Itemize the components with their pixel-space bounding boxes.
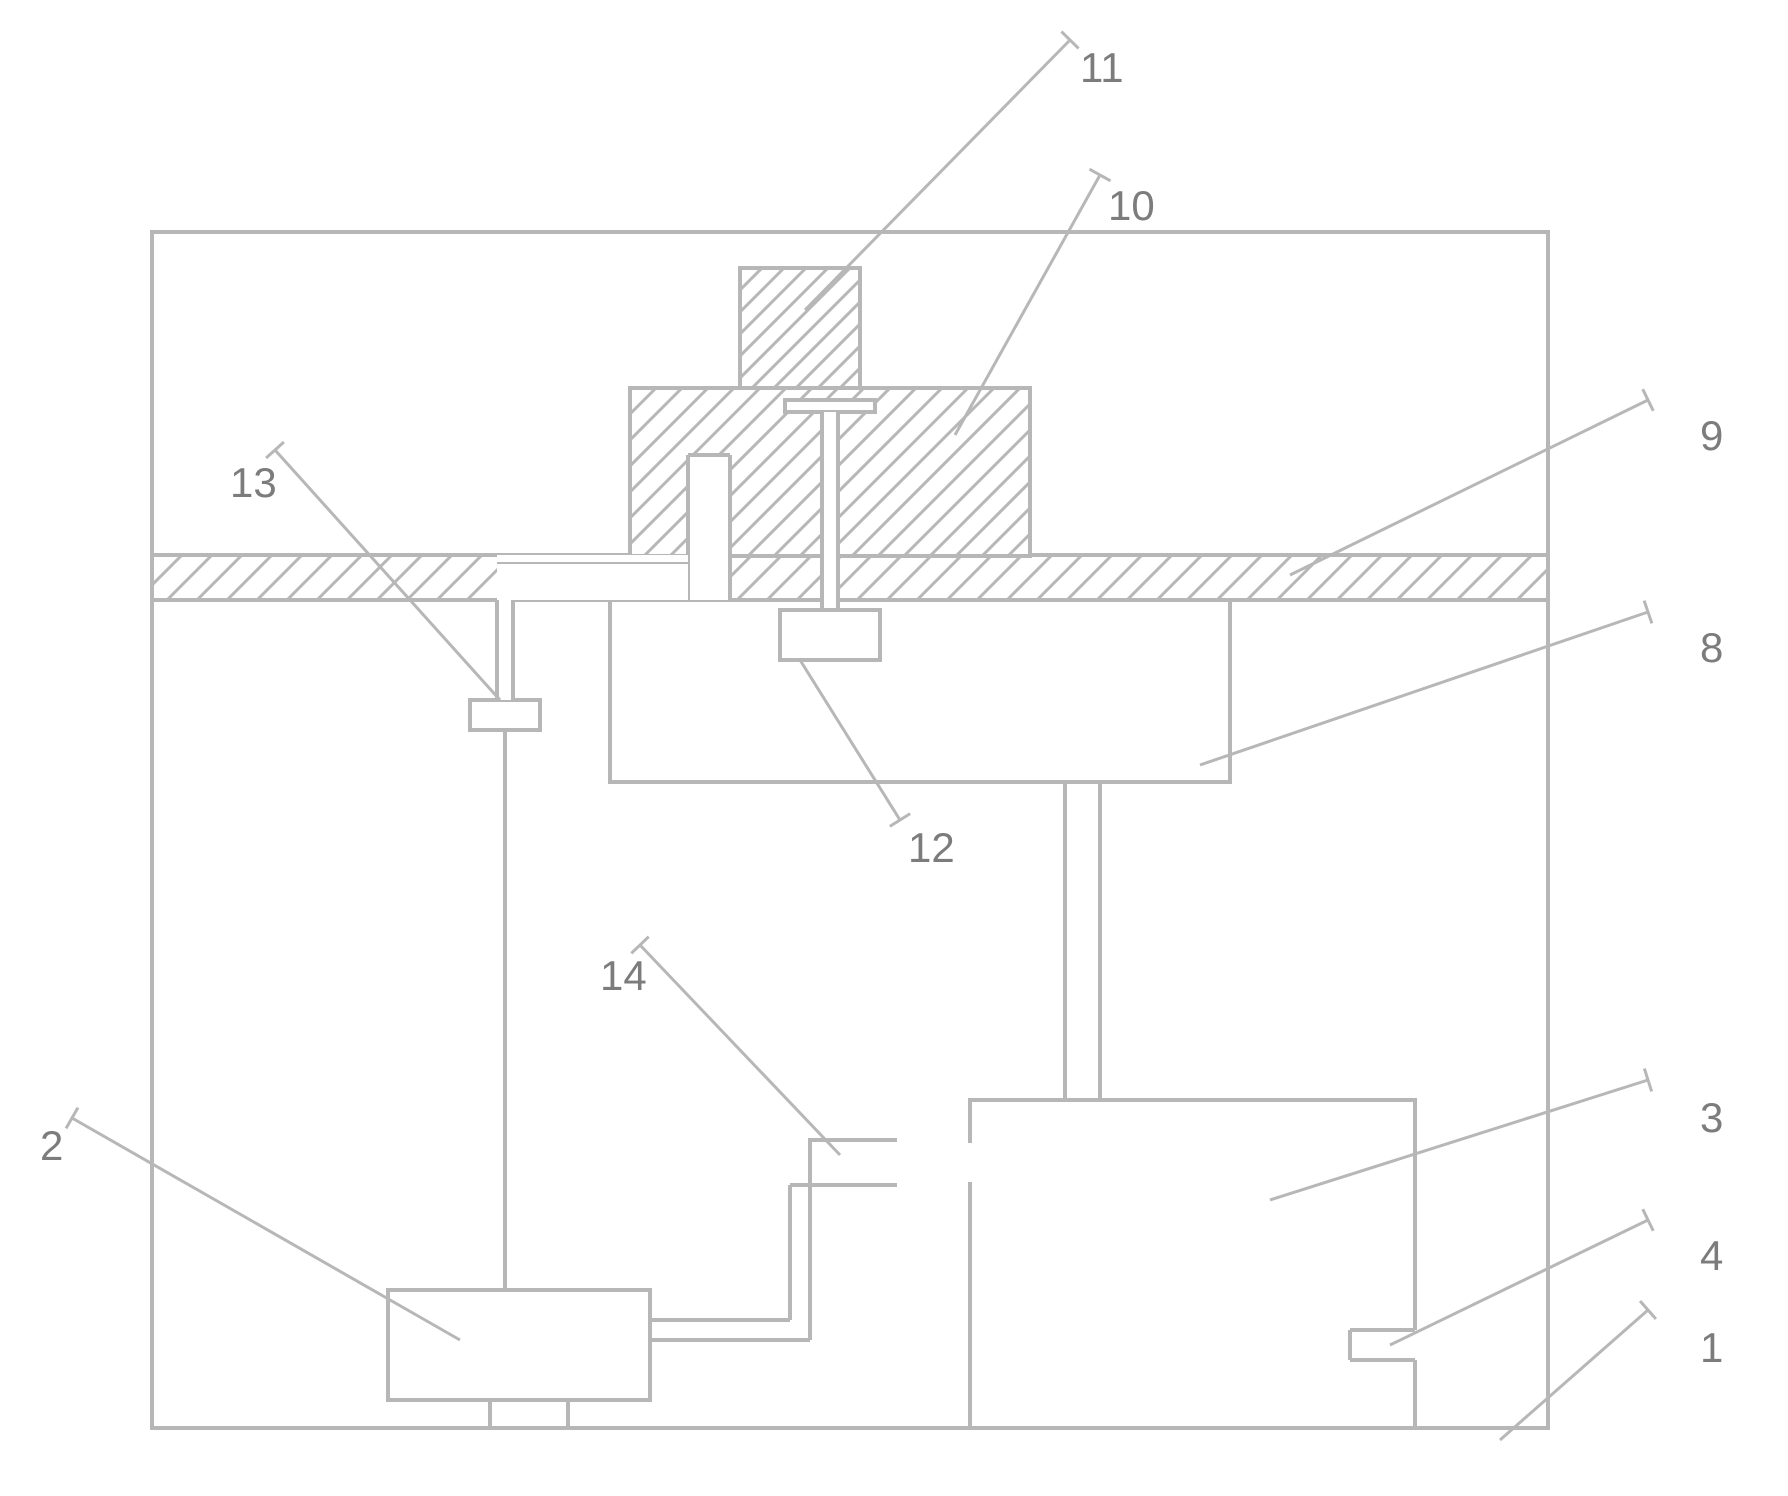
label-l14: 14 [600, 952, 647, 999]
label-l9: 9 [1700, 412, 1723, 459]
label-l8: 8 [1700, 624, 1723, 671]
label-l1: 1 [1700, 1324, 1723, 1371]
label-l3: 3 [1700, 1094, 1723, 1141]
label-l12: 12 [908, 824, 955, 871]
label-l10: 10 [1108, 182, 1155, 229]
label-l2: 2 [40, 1122, 63, 1169]
label-l4: 4 [1700, 1232, 1723, 1279]
label-l11: 11 [1080, 44, 1124, 91]
label-l13: 13 [230, 459, 277, 506]
